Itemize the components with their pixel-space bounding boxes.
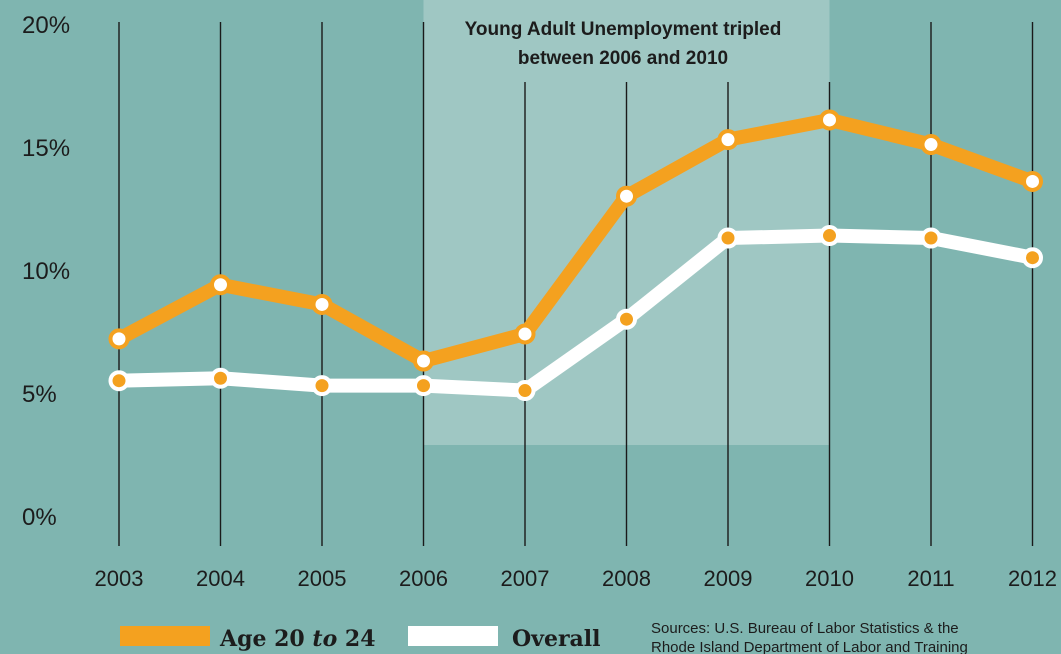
point-age-20-24-2004: [210, 274, 231, 296]
x-tick-label-2011: 2011: [907, 566, 954, 591]
legend: Age 20 to 24 Overall: [120, 626, 601, 652]
x-tick-label-2007: 2007: [501, 566, 550, 591]
legend-age-text-3: 24: [345, 626, 376, 652]
y-tick-label: 20%: [22, 12, 70, 39]
series-layer: [108, 109, 1043, 402]
annotation-line-1: Young Adult Unemployment tripled: [465, 19, 782, 40]
x-tick-label-2004: 2004: [196, 566, 245, 591]
legend-age-text-2: to: [312, 626, 345, 652]
point-age-20-24-2007: [514, 323, 536, 345]
x-tick-label-2006: 2006: [399, 566, 448, 591]
point-age-20-24-2011: [920, 134, 942, 156]
point-age-20-24-2008: [616, 185, 637, 207]
point-overall-2006: [413, 375, 434, 397]
x-tick-label-2003: 2003: [95, 566, 144, 591]
y-tick-label: 10%: [22, 258, 70, 285]
point-age-20-24-2006: [413, 350, 434, 372]
point-overall-2005: [311, 375, 333, 397]
point-age-20-24-2010: [819, 109, 840, 131]
legend-swatch-overall: [408, 626, 498, 646]
x-tick-label-2009: 2009: [704, 566, 753, 591]
legend-label-overall: Overall: [512, 626, 601, 652]
sources-line-2: Rhode Island Department of Labor and Tra…: [651, 639, 968, 654]
point-overall-2012: [1022, 247, 1043, 269]
point-overall-2007: [514, 380, 536, 402]
point-age-20-24-2009: [717, 129, 739, 151]
legend-age-text-1: Age 20: [219, 626, 305, 652]
point-age-20-24-2012: [1022, 170, 1043, 192]
point-overall-2010: [819, 225, 840, 247]
point-overall-2004: [210, 367, 231, 389]
annotation-line-2: between 2006 and 2010: [518, 48, 728, 69]
legend-swatch-age-20-24: [120, 626, 210, 646]
y-tick-label: 15%: [22, 135, 70, 162]
x-axis-tick-labels: 2003 2004 2005 2006 2007 2008 2009 2010 2011 2012: [95, 566, 1057, 591]
point-overall-2003: [108, 370, 130, 392]
sources-line-1: Sources: U.S. Bureau of Labor Statistics…: [651, 620, 959, 637]
series-line-age-20-24: [112, 112, 1040, 369]
point-age-20-24-2003: [108, 328, 130, 350]
x-tick-label-2012: 2012: [1008, 566, 1057, 591]
point-age-20-24-2005: [311, 293, 333, 315]
series-line-overall: [112, 228, 1040, 398]
point-overall-2008: [616, 308, 637, 330]
x-tick-label-2005: 2005: [298, 566, 347, 591]
legend-label-age-20-24: Age 20 to 24: [219, 626, 376, 652]
y-tick-label: 0%: [22, 504, 57, 531]
y-axis-tick-labels: 0% 5% 10% 15% 20%: [22, 12, 70, 531]
vertical-gridlines: [118, 22, 1034, 546]
point-overall-2009: [717, 227, 739, 249]
x-tick-label-2008: 2008: [602, 566, 651, 591]
y-tick-label: 5%: [22, 381, 57, 408]
x-tick-label-2010: 2010: [805, 566, 854, 591]
point-overall-2011: [920, 227, 942, 249]
